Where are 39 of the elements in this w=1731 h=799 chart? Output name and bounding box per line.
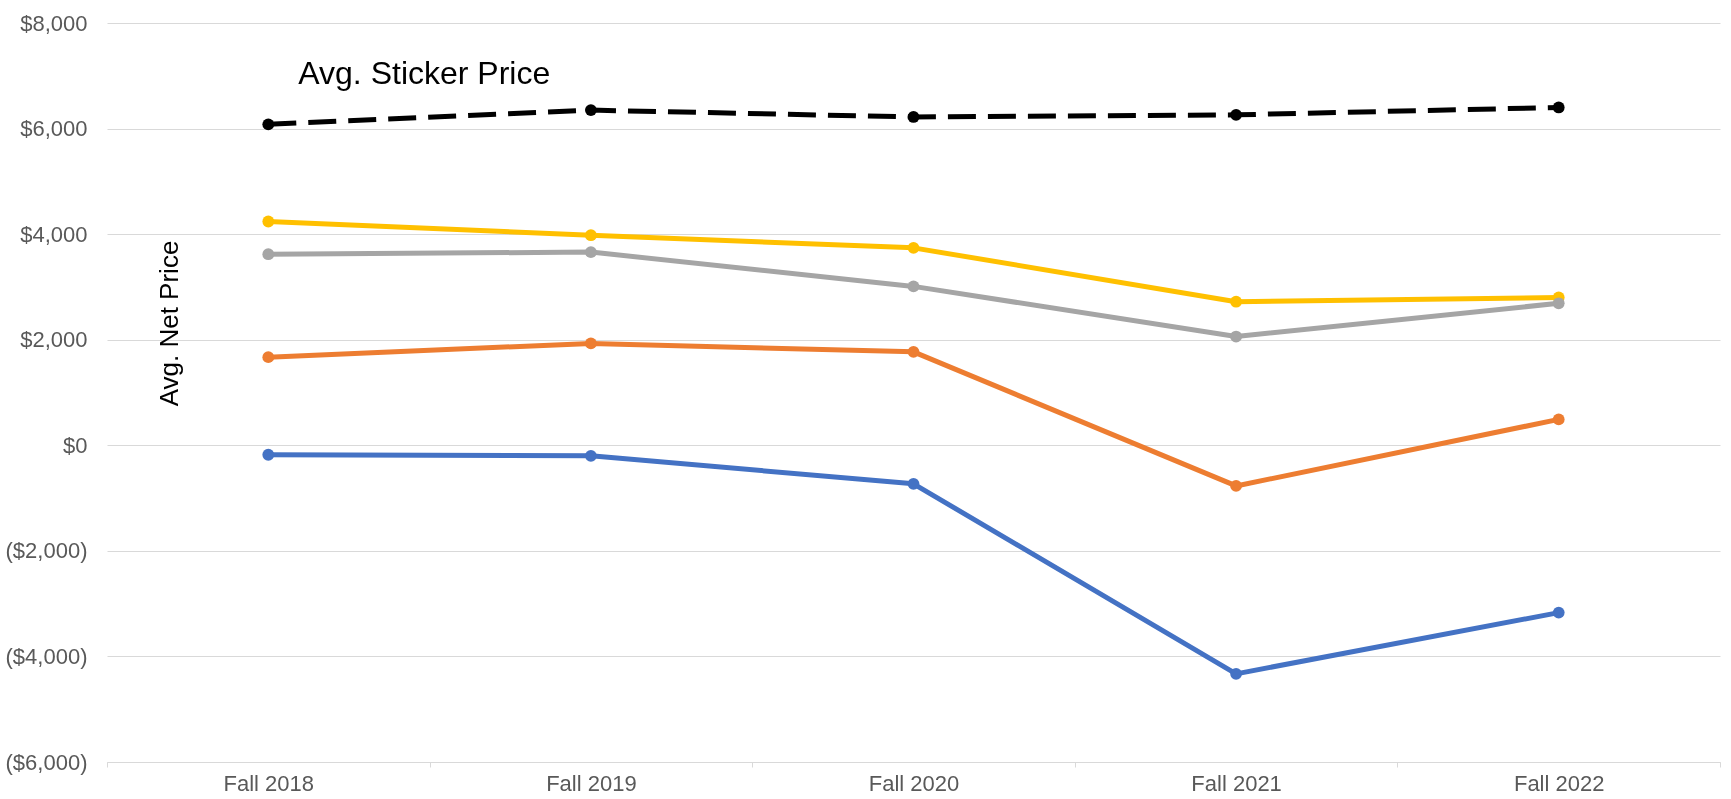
y-tick-label: $0 bbox=[63, 432, 88, 458]
point bbox=[584, 449, 597, 462]
y-axis-title: Avg. Net Price bbox=[153, 240, 184, 407]
point bbox=[1230, 480, 1243, 492]
series-label: Avg. Sticker Price bbox=[298, 55, 551, 92]
y-tick-label: $6,000 bbox=[20, 116, 88, 142]
y-tick-label: $8,000 bbox=[20, 10, 88, 36]
point bbox=[262, 448, 275, 461]
point bbox=[907, 477, 920, 490]
point bbox=[907, 345, 920, 358]
point bbox=[1230, 667, 1243, 680]
point bbox=[584, 104, 597, 116]
point bbox=[1552, 101, 1565, 114]
point bbox=[584, 337, 597, 350]
point bbox=[907, 280, 920, 293]
point bbox=[1230, 330, 1243, 343]
y-tick-label: ($4,000) bbox=[5, 643, 88, 669]
point bbox=[1230, 295, 1243, 308]
point bbox=[262, 215, 275, 228]
y-tick-label: $2,000 bbox=[20, 327, 88, 353]
point bbox=[1230, 108, 1243, 121]
point bbox=[262, 118, 275, 131]
y-tick-label: ($2,000) bbox=[5, 538, 88, 564]
point bbox=[907, 111, 920, 123]
x-tick-label: Fall 2021 bbox=[1191, 770, 1282, 796]
point bbox=[1552, 413, 1565, 426]
point bbox=[262, 351, 275, 364]
x-tick-label: Fall 2020 bbox=[868, 770, 960, 796]
point bbox=[584, 246, 597, 258]
x-tick-label: Fall 2019 bbox=[546, 770, 637, 796]
point bbox=[1552, 297, 1565, 310]
point bbox=[1552, 606, 1565, 619]
x-tick-label: Fall 2018 bbox=[223, 770, 315, 796]
y-tick-label: ($6,000) bbox=[5, 749, 88, 775]
x-tick-label: Fall 2022 bbox=[1513, 770, 1605, 796]
y-tick-label: $4,000 bbox=[20, 221, 88, 247]
point bbox=[262, 248, 275, 261]
point bbox=[584, 229, 597, 242]
point bbox=[907, 241, 920, 254]
